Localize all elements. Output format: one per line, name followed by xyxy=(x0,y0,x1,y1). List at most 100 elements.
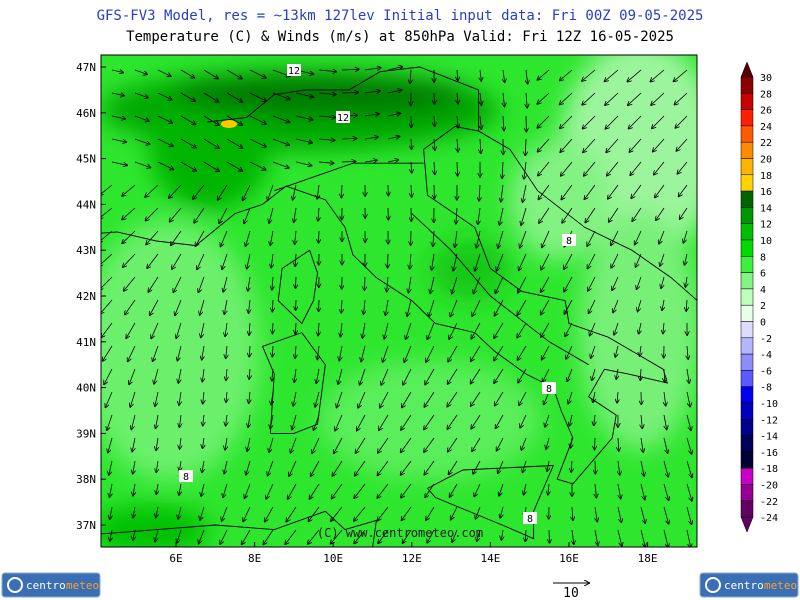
wind-arrow xyxy=(654,161,665,175)
wind-arrow xyxy=(268,460,274,476)
wind-arrow xyxy=(243,184,251,200)
wind-arrow xyxy=(613,299,619,313)
wind-arrow xyxy=(638,299,642,312)
wind-arrow xyxy=(272,322,273,334)
wind-arrow xyxy=(354,529,366,544)
watermark: (C) www.centrometeo.com xyxy=(317,526,483,540)
wind-arrow xyxy=(517,299,527,315)
wind-arrow xyxy=(245,483,251,498)
wind-arrow xyxy=(332,483,343,499)
logo-text-2: meteo xyxy=(66,579,99,592)
wind-arrow xyxy=(109,460,113,475)
wind-arrow xyxy=(387,90,402,94)
longitude-label: 6E xyxy=(169,552,182,565)
wind-arrow xyxy=(130,391,136,407)
wind-arrow xyxy=(364,299,366,314)
wind-arrow xyxy=(452,276,458,294)
coastline xyxy=(101,126,697,485)
wind-arrow xyxy=(318,93,336,95)
map-field: 12 12 8 8 8 8 (C) www.centrometeo.com xyxy=(101,55,697,547)
wind-arrow xyxy=(354,506,366,521)
colorbar-label: -12 xyxy=(760,415,778,426)
logos: centro meteo centro meteo xyxy=(1,572,799,598)
wind-arrow xyxy=(632,207,642,221)
colorbar-label: 14 xyxy=(760,203,772,214)
wind-arrow xyxy=(335,414,343,431)
wind-arrow xyxy=(684,253,687,265)
wind-arrow xyxy=(517,322,527,338)
wind-arrow xyxy=(180,115,196,125)
wind-arrow xyxy=(128,345,136,361)
wind-arrow xyxy=(331,506,343,521)
wind-arrow xyxy=(583,138,596,152)
wind-arrow xyxy=(129,368,136,384)
longitude-label: 8E xyxy=(248,552,261,565)
wind-arrow xyxy=(402,506,412,520)
wind-arrow xyxy=(288,483,297,499)
wind-arrow xyxy=(145,207,159,221)
wind-arrow xyxy=(289,460,297,476)
colorbar-box xyxy=(740,402,754,420)
wind-arrow xyxy=(674,92,688,105)
contour-label-bg xyxy=(287,64,301,76)
latitude-label: 43N xyxy=(76,244,96,257)
wind-arrow xyxy=(294,368,296,382)
wind-arrow xyxy=(434,138,435,150)
wind-arrow xyxy=(378,506,389,521)
colorbar-box xyxy=(740,337,754,355)
wind-arrow xyxy=(524,483,526,495)
wind-arrow xyxy=(639,322,641,334)
wind-arrow xyxy=(618,437,619,451)
wind-arrow xyxy=(593,391,595,402)
wind-arrow xyxy=(448,437,458,452)
wind-arrow xyxy=(362,322,365,338)
wind-arrow xyxy=(311,460,320,476)
wind-arrow xyxy=(572,529,574,544)
wind-arrow xyxy=(567,368,573,381)
wind-arrow xyxy=(249,115,266,124)
wind-arrow xyxy=(449,322,458,339)
wind-arrow xyxy=(203,414,204,426)
wind-arrow xyxy=(403,368,412,385)
wind-arrow xyxy=(271,391,273,405)
field-shading xyxy=(101,55,697,547)
wind-arrow xyxy=(247,437,251,451)
wind-arrow xyxy=(541,299,550,315)
wind-arrow xyxy=(663,437,668,453)
wind-arrow xyxy=(499,207,504,225)
wind-arrow xyxy=(104,368,113,384)
wind-arrow xyxy=(295,92,313,97)
wind-arrow xyxy=(341,69,359,70)
wind-arrow xyxy=(501,529,503,540)
colorbar-label: 30 xyxy=(760,73,772,84)
logo-icon xyxy=(705,577,721,593)
wind-arrow xyxy=(479,184,480,201)
wind-arrow xyxy=(388,253,389,268)
wind-arrow xyxy=(271,253,273,268)
coastline xyxy=(427,465,554,540)
wind-arrow xyxy=(480,115,481,129)
wind-arrow xyxy=(426,506,435,520)
wind-arrow xyxy=(249,299,251,313)
wind-arrow xyxy=(223,483,228,497)
wind-arrow xyxy=(585,207,596,223)
wind-arrow xyxy=(594,529,598,545)
wind-arrow xyxy=(472,437,481,451)
wind-arrow xyxy=(224,460,228,474)
wind-arrow xyxy=(269,437,274,452)
contour-label: 12 xyxy=(337,113,349,124)
wind-arrow xyxy=(541,276,550,292)
wind-arrow xyxy=(568,391,573,404)
wind-arrow xyxy=(605,69,619,81)
colorbar-box xyxy=(740,158,754,176)
colorbar-label: 20 xyxy=(760,155,772,166)
wind-arrow xyxy=(203,138,219,148)
wind-arrow xyxy=(248,276,250,291)
colorbar-label: 4 xyxy=(760,285,766,296)
wind-arrow xyxy=(545,414,550,427)
wind-arrow xyxy=(203,391,204,404)
wind-arrow xyxy=(203,437,205,448)
wind-arrow xyxy=(331,529,343,544)
wind-arrow xyxy=(566,345,573,359)
